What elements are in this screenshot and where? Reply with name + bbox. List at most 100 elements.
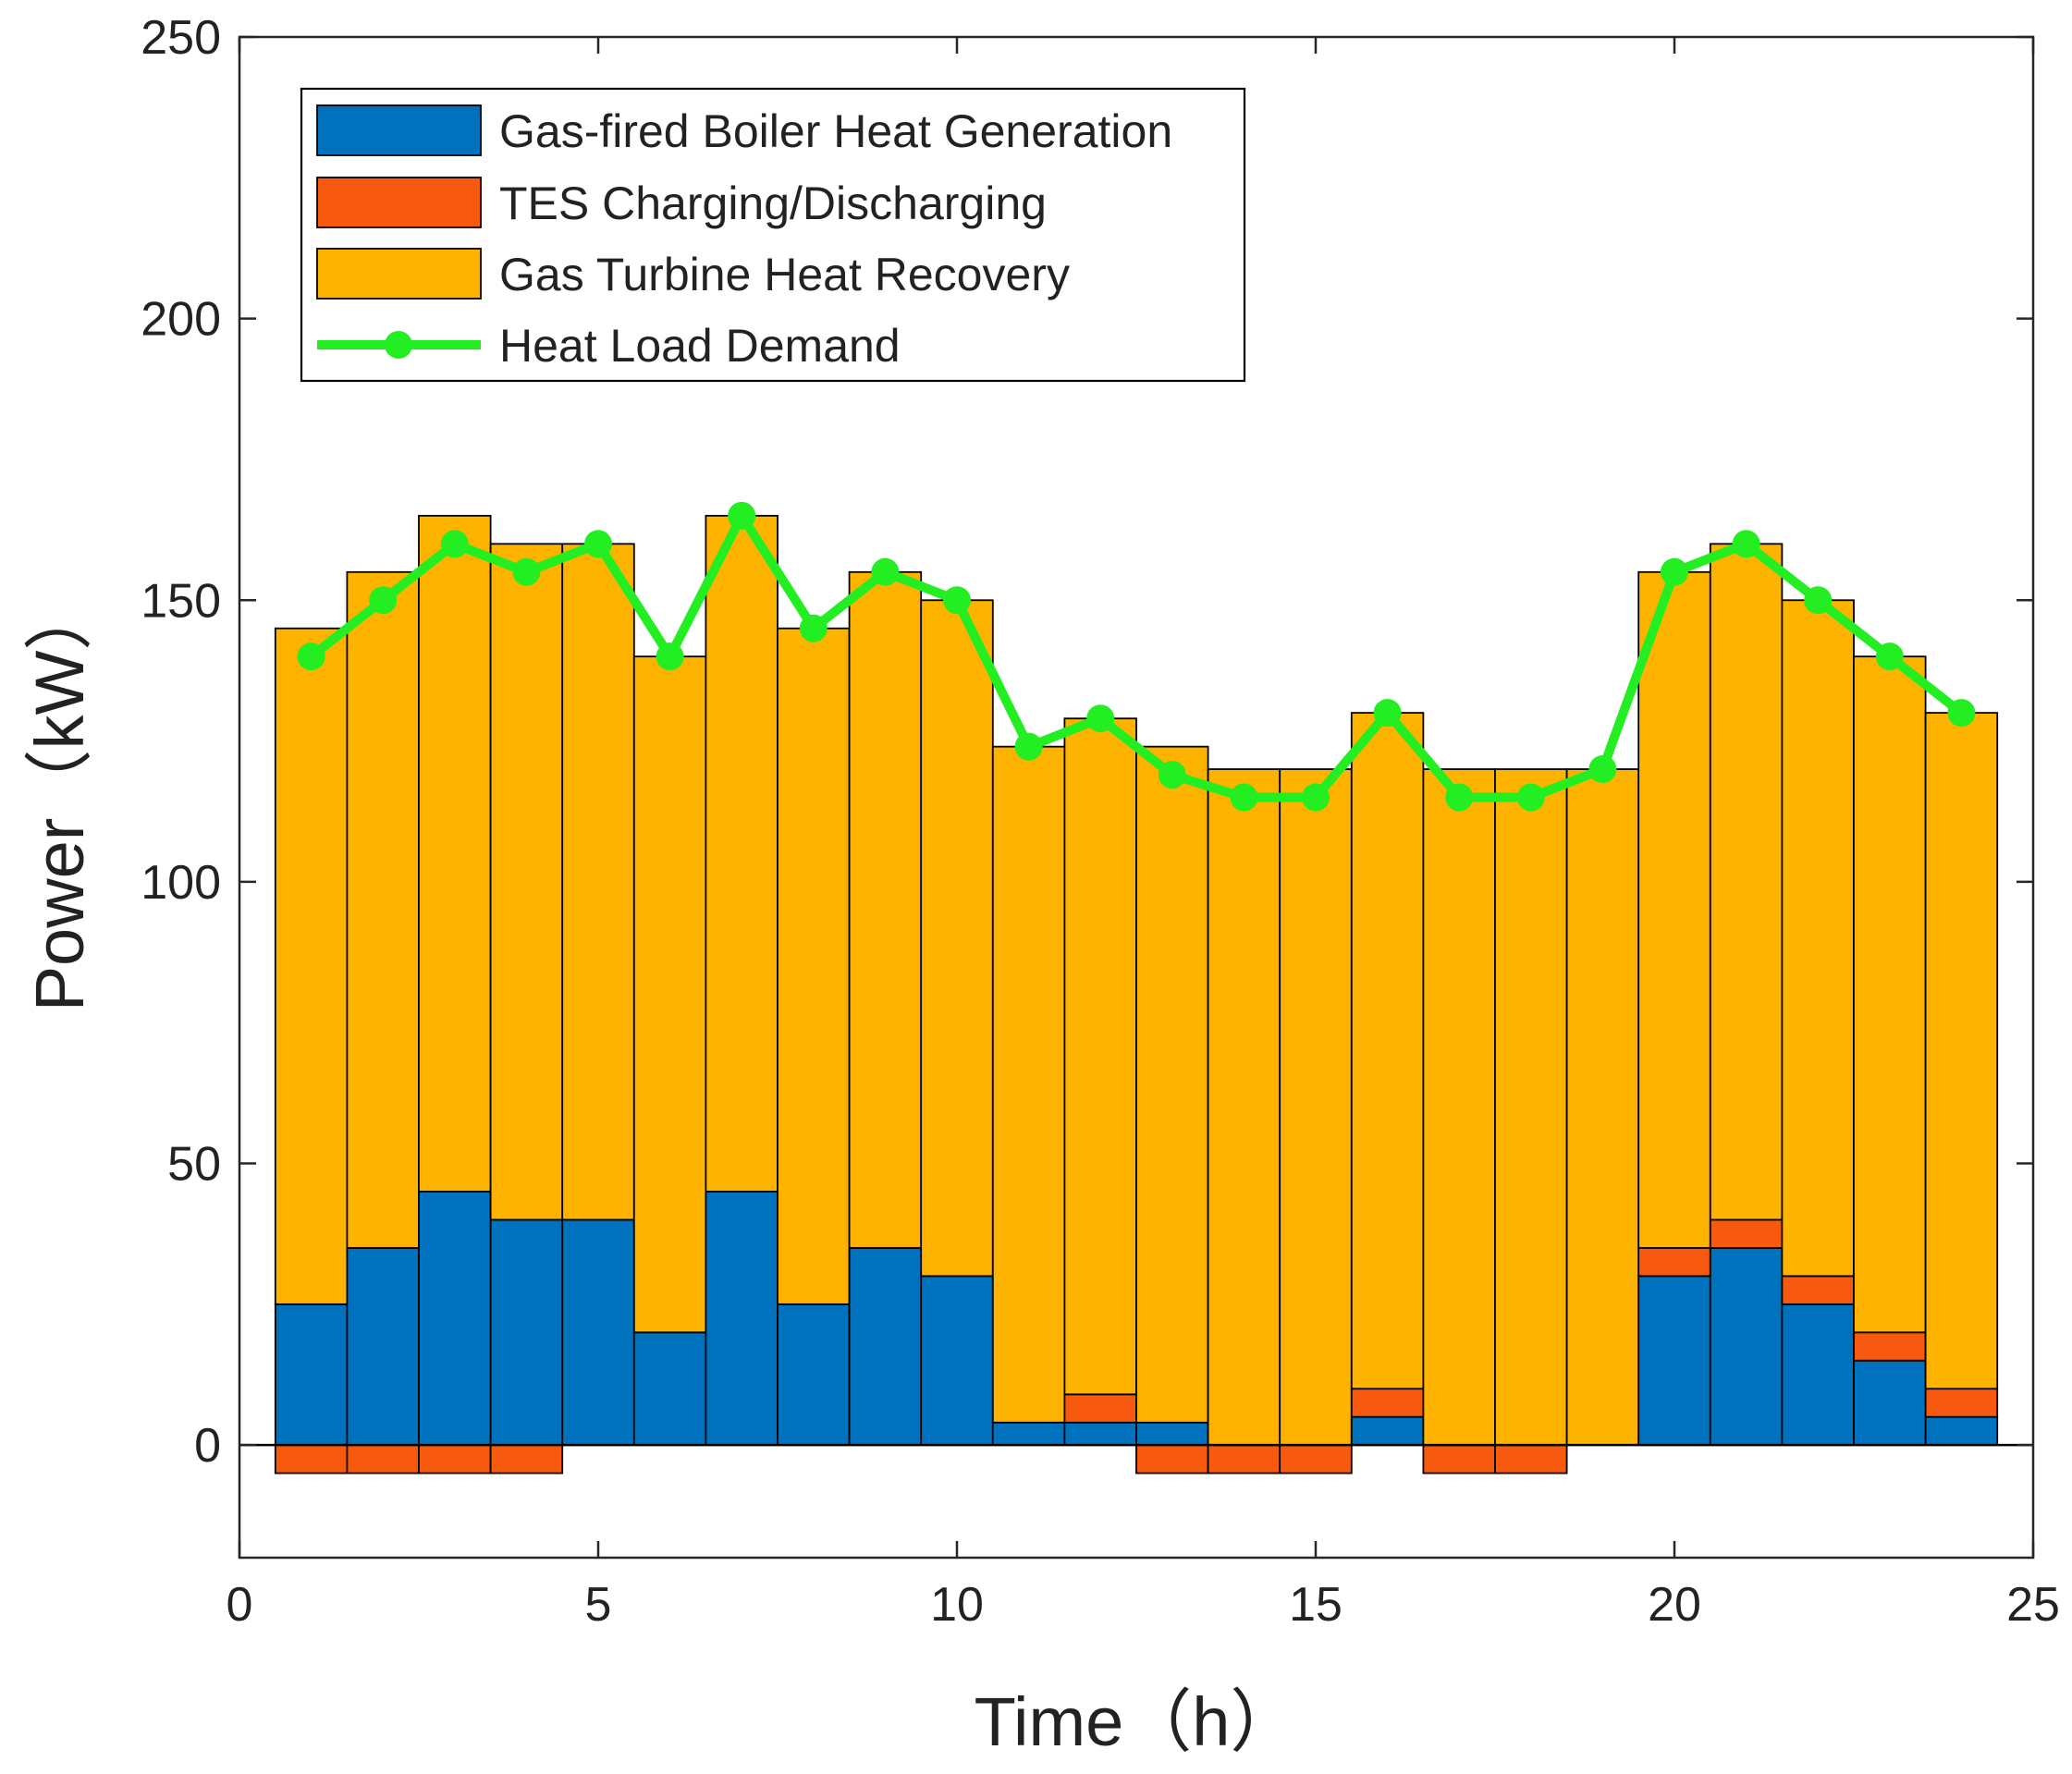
y-tick-label: 200 [141, 293, 221, 347]
bar-series0-t24 [1924, 1415, 1999, 1447]
bar-series0-t7 [705, 1191, 779, 1447]
line-point-t11 [1014, 732, 1043, 761]
legend-marker [385, 331, 412, 359]
x-tick-label: 20 [1648, 1578, 1701, 1632]
line-point-t4 [512, 557, 541, 586]
legend-label: Heat Load Demand [499, 320, 901, 372]
bar-series2-t9 [848, 570, 923, 1249]
bar-series2-t17 [1422, 768, 1496, 1447]
bar-series2-t16 [1350, 712, 1425, 1390]
legend-swatch [316, 177, 482, 228]
line-point-t2 [369, 586, 398, 615]
bar-series1-t12 [1063, 1393, 1137, 1424]
bar-series2-t18 [1494, 768, 1568, 1447]
bar-series0-t22 [1781, 1303, 1855, 1447]
line-point-t8 [799, 614, 828, 642]
bars-layer [274, 514, 1999, 1474]
bar-series2-t14 [1207, 768, 1281, 1447]
legend-label: TES Charging/Discharging [499, 177, 1047, 229]
bar-series1-t15 [1279, 1444, 1353, 1474]
legend-swatch [316, 248, 482, 300]
bar-series0-t1 [274, 1303, 349, 1447]
bar-series1-t4 [489, 1444, 564, 1474]
bar-series1-t23 [1853, 1331, 1927, 1362]
y-tick-label: 0 [194, 1419, 221, 1473]
bar-series2-t7 [705, 514, 779, 1193]
line-point-t5 [584, 530, 612, 558]
bar-series2-t3 [418, 514, 492, 1193]
bar-series0-t8 [777, 1303, 851, 1447]
bar-series1-t13 [1135, 1444, 1209, 1474]
bar-series1-t21 [1709, 1218, 1784, 1249]
y-tick-label: 50 [167, 1138, 221, 1192]
bar-series2-t10 [920, 599, 994, 1278]
y-tick-label: 250 [141, 11, 221, 65]
line-point-t7 [728, 501, 756, 530]
bar-series1-t20 [1637, 1247, 1711, 1278]
y-tick-label: 150 [141, 574, 221, 628]
bar-series2-t5 [561, 543, 635, 1221]
bar-series2-t6 [632, 655, 707, 1334]
line-point-t10 [943, 586, 971, 615]
bar-series0-t16 [1350, 1415, 1425, 1447]
bar-series2-t1 [274, 627, 349, 1305]
bar-series0-t20 [1637, 1275, 1711, 1447]
line-point-t17 [1445, 783, 1474, 812]
x-tick-label: 0 [227, 1578, 253, 1632]
line-point-t20 [1661, 557, 1688, 586]
bar-series0-t6 [632, 1331, 707, 1447]
bar-series2-t2 [346, 570, 420, 1249]
bar-series2-t20 [1637, 570, 1711, 1249]
line-point-t6 [656, 642, 684, 671]
legend-label: Gas-fired Boiler Heat Generation [499, 105, 1172, 157]
bar-series2-t22 [1781, 599, 1855, 1278]
y-tick-label: 100 [141, 856, 221, 910]
bar-series2-t13 [1135, 745, 1209, 1424]
bar-series2-t19 [1565, 768, 1640, 1447]
bar-series1-t16 [1350, 1388, 1425, 1418]
legend: Gas-fired Boiler Heat Generation TES Char… [300, 87, 1246, 383]
line-point-t18 [1516, 783, 1545, 812]
legend-swatch [316, 104, 482, 156]
bar-series1-t17 [1422, 1444, 1496, 1474]
line-point-t14 [1230, 783, 1258, 812]
bar-series2-t23 [1853, 655, 1927, 1334]
bar-series2-t4 [489, 543, 564, 1221]
bar-series0-t5 [561, 1218, 635, 1447]
line-point-t13 [1158, 761, 1186, 789]
line-point-t9 [871, 557, 900, 586]
bar-series1-t24 [1924, 1388, 1999, 1418]
line-point-t16 [1373, 699, 1402, 728]
line-point-t24 [1947, 699, 1976, 728]
bar-series1-t2 [346, 1444, 420, 1474]
bar-series2-t15 [1279, 768, 1353, 1447]
bar-series1-t22 [1781, 1275, 1855, 1305]
line-point-t21 [1732, 530, 1760, 558]
bar-series2-t24 [1924, 712, 1999, 1390]
bar-series2-t8 [777, 627, 851, 1305]
bar-series0-t21 [1709, 1247, 1784, 1447]
bar-series2-t12 [1063, 717, 1137, 1396]
bar-series0-t10 [920, 1275, 994, 1447]
line-point-t22 [1804, 586, 1833, 615]
line-point-t15 [1302, 783, 1330, 812]
bar-series1-t3 [418, 1444, 492, 1474]
line-point-t23 [1875, 642, 1904, 671]
bar-series0-t12 [1063, 1421, 1137, 1447]
bar-series0-t9 [848, 1247, 923, 1447]
x-tick-label: 15 [1289, 1578, 1343, 1632]
bar-series2-t21 [1709, 543, 1784, 1221]
line-point-t12 [1086, 704, 1115, 733]
bar-series1-t1 [274, 1444, 349, 1474]
legend-label: Gas Turbine Heat Recovery [499, 249, 1070, 300]
bar-series0-t4 [489, 1218, 564, 1447]
bar-series1-t18 [1494, 1444, 1568, 1474]
bar-series1-t14 [1207, 1444, 1281, 1474]
line-point-t19 [1588, 755, 1617, 784]
y-axis-label: Power（kW） [21, 582, 98, 1012]
bar-series0-t2 [346, 1247, 420, 1447]
demand-line-layer [297, 501, 1976, 812]
line-point-t1 [297, 642, 325, 671]
